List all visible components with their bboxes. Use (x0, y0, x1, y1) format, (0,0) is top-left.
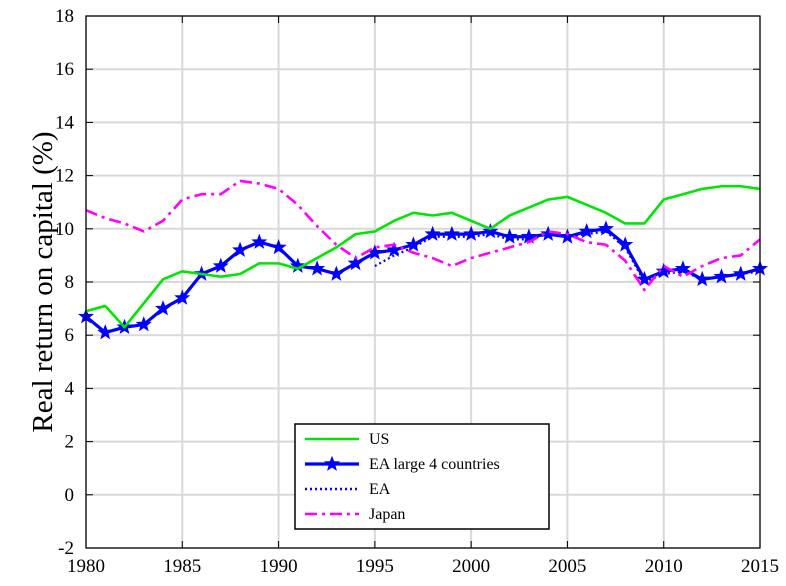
y-tick-label: 2 (65, 432, 75, 453)
data-point-ea-large-4-countries (270, 238, 287, 255)
legend-box (294, 423, 550, 530)
series-layer (77, 179, 769, 340)
legend-marker-ea-large-4-countries (323, 455, 341, 471)
x-tick-label: 1980 (67, 556, 105, 577)
data-point-ea-large-4-countries (212, 257, 229, 273)
series-line-us (85, 184, 761, 329)
x-tick-label: 2015 (741, 556, 779, 577)
y-tick-label: 6 (65, 325, 75, 346)
x-tick-label: 1995 (356, 556, 394, 577)
series-line-japan (85, 179, 761, 292)
legend-label-ea-large-4-countries: EA large 4 countries (369, 456, 500, 473)
data-point-ea-large-4-countries (520, 228, 537, 244)
data-point-ea-large-4-countries (501, 228, 518, 244)
data-point-ea-large-4-countries (328, 265, 345, 281)
legend: US EA large 4 countries EA Japan (294, 423, 550, 530)
y-tick-label: 16 (55, 59, 74, 80)
x-tick-label: 1990 (260, 556, 298, 577)
y-tick-label: 18 (55, 6, 74, 27)
y-tick-label: 4 (65, 378, 75, 399)
y-tick-label: 10 (55, 219, 74, 240)
data-point-ea-large-4-countries (424, 225, 441, 241)
y-axis-label: Real return on capital (%) (27, 131, 59, 432)
data-point-ea-large-4-countries (443, 225, 460, 241)
x-tick-label: 2010 (645, 556, 683, 577)
x-tick-label: 1985 (163, 556, 201, 577)
axes: 1980 1985 1990 1995 2000 2005 2010 2015 -2 0 2 4 6 8 1… (55, 6, 779, 577)
y-tick-label: -2 (58, 538, 74, 559)
data-point-ea-large-4-countries (309, 260, 326, 276)
y-tick-label: 12 (55, 166, 74, 187)
x-tick-label: 2000 (452, 556, 490, 577)
data-point-ea-large-4-countries (482, 223, 499, 239)
data-point-ea-large-4-countries (636, 270, 653, 287)
y-tick-label: 0 (65, 485, 75, 506)
legend-label-ea: EA (369, 481, 391, 498)
data-point-ea-large-4-countries (97, 324, 114, 340)
y-tick-label: 14 (55, 112, 75, 133)
data-point-ea-large-4-countries (155, 300, 172, 316)
x-tick-label: 2005 (548, 556, 586, 577)
data-point-ea-large-4-countries (135, 316, 152, 332)
data-point-ea-large-4-countries (174, 289, 191, 305)
data-point-ea-large-4-countries (232, 241, 249, 257)
legend-label-japan: Japan (369, 506, 405, 523)
series-line-ea (374, 230, 761, 284)
data-point-ea-large-4-countries (463, 225, 480, 241)
data-point-ea-large-4-countries (251, 233, 268, 249)
legend-label-us: US (369, 431, 389, 448)
data-point-ea-large-4-countries (347, 254, 364, 271)
y-tick-label: 8 (65, 272, 75, 293)
data-point-ea-large-4-countries (386, 241, 403, 257)
data-point-ea-large-4-countries (405, 236, 422, 252)
